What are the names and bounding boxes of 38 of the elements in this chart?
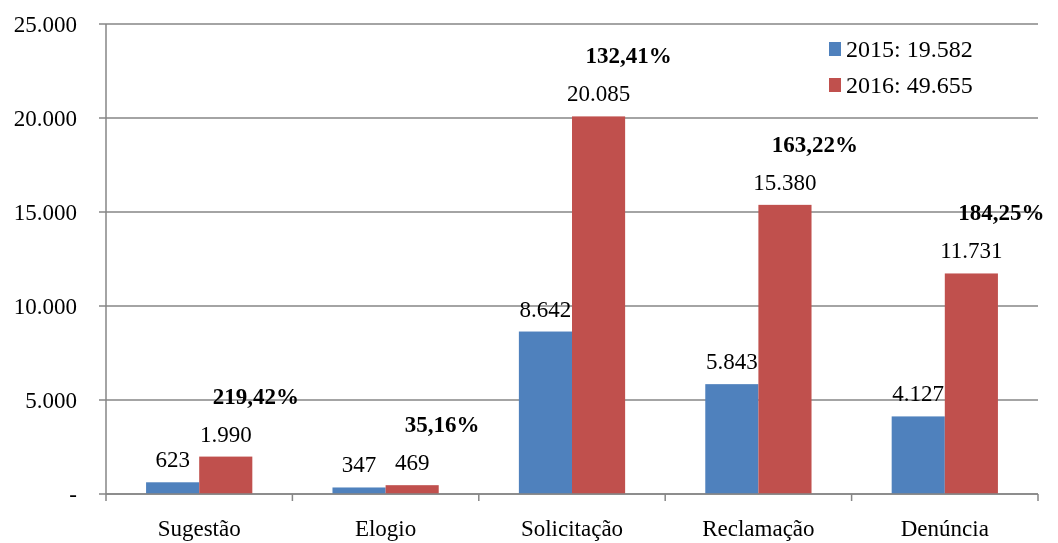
legend-label: 2015: 19.582 [846,36,973,63]
x-tick-label: Reclamação [702,516,815,541]
bar [332,487,386,494]
y-tick-label: 15.000 [13,200,77,226]
x-tick-label: Elogio [354,516,417,541]
annotation: 35,16% [404,412,480,438]
data-label: 1.990 [199,421,252,447]
bar [385,485,439,494]
data-label: 347 [341,452,377,478]
bar [705,384,759,494]
annotation: 219,42% [212,383,299,409]
bar [146,482,200,494]
x-tick-label: Sugestão [157,516,241,541]
annotation: 184,25% [958,200,1045,226]
data-label: 5.843 [705,349,758,375]
x-tick-label: Denúncia [900,516,989,541]
data-label: 11.731 [940,238,1003,264]
bar [572,116,626,494]
y-tick-label: - [69,482,77,508]
bar [944,273,998,494]
data-label: 15.380 [753,169,817,195]
data-label: 623 [155,447,190,473]
x-tick-label: Solicitação [520,516,624,541]
data-label: 4.127 [892,381,945,407]
data-label: 20.085 [566,81,631,107]
y-tick-label: 5.000 [25,388,77,414]
annotation: 132,41% [585,43,672,69]
data-label: 469 [394,450,430,476]
bar [518,331,572,494]
bar [891,416,945,494]
y-tick-label: 10.000 [13,294,77,320]
bar [758,204,812,494]
legend-label: 2016: 49.655 [846,72,973,99]
y-tick-label: 20.000 [13,106,77,132]
y-tick-label: 25.000 [13,12,77,38]
data-label: 8.642 [519,296,572,322]
bar [199,456,253,494]
annotation: 163,22% [771,131,859,157]
